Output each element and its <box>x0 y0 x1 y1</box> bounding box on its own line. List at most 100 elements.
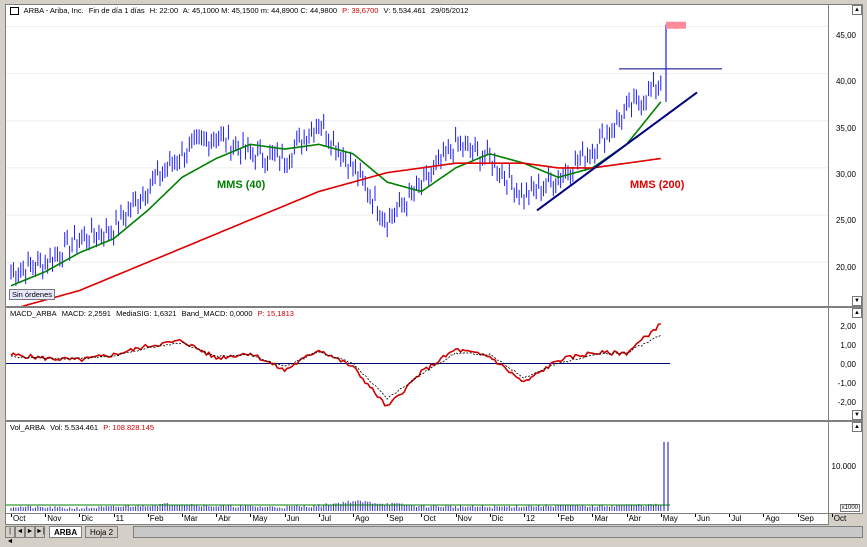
y-tick-label: -1,00 <box>837 379 856 388</box>
y-tick-label: -2,00 <box>837 398 856 407</box>
x-tick <box>524 514 525 517</box>
p-value: P: 39,6700 <box>342 6 379 15</box>
x-tick <box>695 514 696 517</box>
sheet-tabs-bar: |◄ ◄ ► ►| ARBA Hoja 2 <box>5 526 863 545</box>
ohlc-values: A: 45,1000 M: 45,1500 m: 44,8900 C: 44,9… <box>182 6 338 15</box>
y-tick-label: 35,00 <box>835 124 856 133</box>
y-tick-label: 10.000 <box>831 462 856 471</box>
x-tick-label: Sep <box>389 514 404 523</box>
x-tick-label: Ago <box>355 514 370 523</box>
y-tick-label: 20,00 <box>835 263 856 272</box>
x-tick-label: Oct <box>13 514 26 523</box>
x-tick <box>250 514 252 517</box>
macd-pane[interactable]: MACD_ARBA MACD: 2,2591 MediaSIG: 1,6321 … <box>5 307 829 421</box>
scroll-down-icon[interactable]: ▼ <box>852 410 862 420</box>
x-tick <box>45 514 47 517</box>
y-tick-label: 25,00 <box>835 216 856 225</box>
scroll-up-icon[interactable]: ▲ <box>852 5 862 15</box>
x-tick-label: Abr <box>218 514 231 523</box>
tab-hoja-2[interactable]: Hoja 2 <box>85 526 119 538</box>
x-tick-label: Dic <box>81 514 93 523</box>
x-tick <box>387 514 389 517</box>
x-tick-label: Jul <box>731 514 742 523</box>
scroll-up-icon[interactable]: ▲ <box>852 308 862 318</box>
x-tick-label: Jun <box>286 514 300 523</box>
y-tick-label: 40,00 <box>835 77 856 86</box>
volume-pane[interactable]: Vol_ARBA Vol: 5.534.461 P: 108.828.145 <box>5 421 829 514</box>
x-tick <box>489 514 491 517</box>
volume-header: Vol_ARBA Vol: 5.534.461 P: 108.828.145 <box>10 423 157 432</box>
next-sheet-button[interactable]: ► <box>25 526 35 538</box>
date-value: 29/05/2012 <box>430 6 469 15</box>
x-tick <box>318 514 320 517</box>
chart-icon <box>10 7 19 16</box>
x-tick-label: May <box>252 514 268 523</box>
macd-line <box>10 323 661 407</box>
x-tick-label: Jun <box>697 514 710 523</box>
x-tick-label: Mar <box>594 514 609 523</box>
volume-p: P: 108.828.145 <box>103 423 155 432</box>
scroll-down-icon[interactable]: ▼ <box>852 296 862 306</box>
x-axis: Oct Nov Dic 11 Feb Mar Abr May Jun Jul Ago Sep Oct No… <box>5 514 846 525</box>
x-tick <box>11 514 12 517</box>
signal-value: MediaSIG: 1,6321 <box>116 309 177 318</box>
symbol-name: ARBA - Ariba, Inc. <box>23 6 84 15</box>
macd-value: MACD: 2,2591 <box>61 309 111 318</box>
x-tick-label: Sep <box>799 514 814 523</box>
x-tick <box>353 514 354 517</box>
x-tick <box>763 514 765 517</box>
orders-status[interactable]: Sin órdenes <box>9 289 56 300</box>
last-sheet-button[interactable]: ►| <box>35 526 45 538</box>
x-tick-label: Feb <box>149 514 164 523</box>
volume-value: V: 5.534.461 <box>383 6 426 15</box>
price-chart <box>6 21 828 306</box>
x-tick-label: 12 <box>526 514 535 523</box>
x-tick-label: Oct <box>423 514 436 523</box>
x-tick <box>831 514 833 517</box>
volume-y-axis: ▲ 10.000 x1000 <box>829 421 863 514</box>
horizontal-scrollbar[interactable] <box>133 526 863 538</box>
volume-vol: Vol: 5.534.461 <box>50 423 99 432</box>
x-tick-label: Abr <box>628 514 642 523</box>
mms200-label: MMS (200) <box>630 179 685 191</box>
x-tick <box>421 514 423 517</box>
price-y-axis: ▲ ▼ 45,00 40,00 35,00 30,00 25,00 20,00 <box>829 4 863 307</box>
x-tick-label: Dic <box>491 514 504 523</box>
x-tick <box>182 514 183 517</box>
mms200-line <box>20 157 661 306</box>
x-tick <box>284 514 286 517</box>
trend-line <box>536 91 698 212</box>
macd-p-value: P: 15,1813 <box>257 309 294 318</box>
tab-arba[interactable]: ARBA <box>49 526 83 538</box>
macd-y-axis: ▲ ▼ 2,00 1,00 0,00 -1,00 -2,00 <box>829 307 863 421</box>
price-header: ARBA - Ariba, Inc. Fin de día 1 días H: … <box>10 6 471 16</box>
y-tick-label: 0,00 <box>840 360 856 369</box>
band-value: Band_MACD: 0,0000 <box>181 309 253 318</box>
x-tick <box>797 514 799 517</box>
x-tick <box>729 514 731 517</box>
x-tick <box>216 514 218 517</box>
unit-label: x1000 <box>839 504 860 512</box>
macd-name: MACD_ARBA <box>10 309 57 318</box>
x-tick-label: Oct <box>833 514 847 523</box>
mms40-line <box>10 101 662 287</box>
first-sheet-button[interactable]: |◄ <box>5 526 15 545</box>
macd-header: MACD_ARBA MACD: 2,2591 MediaSIG: 1,6321 … <box>10 309 297 318</box>
x-tick-label: Jul <box>320 514 332 523</box>
high-value: H: 22:00 <box>149 6 179 15</box>
period-label: Fin de día 1 días <box>88 6 145 15</box>
x-tick-label: Feb <box>560 514 574 523</box>
x-tick-label: 11 <box>115 514 124 523</box>
signal-line <box>10 334 662 400</box>
volume-name: Vol_ARBA <box>10 423 46 432</box>
mms40-label: MMS (40) <box>217 179 266 191</box>
price-pane[interactable]: ARBA - Ariba, Inc. Fin de día 1 días H: … <box>5 4 829 307</box>
x-tick <box>660 514 662 517</box>
x-tick-label: Ago <box>765 514 780 523</box>
y-tick-label: 30,00 <box>835 170 856 179</box>
prev-sheet-button[interactable]: ◄ <box>15 526 25 538</box>
scroll-up-icon[interactable]: ▲ <box>852 422 862 432</box>
x-tick <box>626 514 628 517</box>
x-tick-label: Nov <box>457 514 472 523</box>
x-tick <box>113 514 115 517</box>
